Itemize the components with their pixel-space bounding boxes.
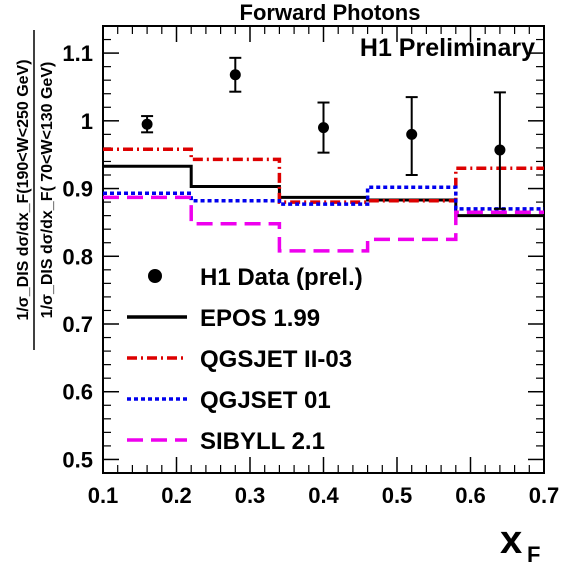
series-layer	[103, 147, 544, 253]
series-qgjset-01	[103, 185, 544, 211]
x-axis-label: x F	[500, 518, 540, 567]
y-axis-label: 1/σ_DIS dσ/dx_F(190<W<250 GeV) 1/σ_DIS d…	[15, 30, 56, 350]
h1-preliminary-label: H1 Preliminary	[360, 34, 535, 62]
y-tick-label: 0.5	[62, 447, 93, 472]
data-point	[141, 118, 153, 130]
y-tick-label: 0.7	[62, 312, 93, 337]
y-tick-label: 0.6	[62, 380, 93, 405]
y-tick-label: 0.8	[62, 244, 93, 269]
x-tick-label: 0.1	[88, 483, 119, 508]
legend-label: QGJSET 01	[200, 387, 331, 414]
data-point	[318, 122, 329, 134]
data-point	[494, 144, 506, 156]
legend-label: EPOS 1.99	[200, 305, 320, 332]
x-tick-label: 0.2	[161, 483, 192, 508]
data-point	[229, 69, 241, 81]
x-tick-label: 0.5	[382, 483, 413, 508]
legend: H1 Data (prel.) EPOS 1.99 QGSJET II-03 QGJS…	[127, 264, 363, 455]
y-tick-label: 1.1	[62, 41, 93, 66]
x-tick-label: 0.3	[235, 483, 266, 508]
x-tick-label: 0.4	[308, 483, 339, 508]
series-qgsjet-ii-03	[103, 147, 544, 204]
x-axis-label-main: x	[500, 518, 522, 562]
legend-label: QGSJET II-03	[200, 346, 352, 373]
series-epos-1-99	[103, 164, 544, 218]
x-axis-ticks: 0.1 0.2 0.3 0.4 0.5 0.6 0.7	[88, 26, 560, 508]
y-axis-label-numerator: 1/σ_DIS dσ/dx_F(190<W<250 GeV)	[15, 59, 32, 320]
chart-title: Forward Photons	[240, 0, 421, 25]
y-tick-label: 1	[81, 109, 93, 134]
data-point	[406, 128, 418, 140]
legend-label: SIBYLL 2.1	[200, 428, 325, 455]
y-axis-ticks: 0.5 0.6 0.7 0.8 0.9 1 1.1	[62, 25, 544, 474]
y-tick-label: 0.9	[62, 177, 93, 202]
data-points	[141, 56, 506, 210]
y-axis-label-denominator: 1/σ_DIS dσ/dx_F( 70<W<130 GeV)	[39, 62, 56, 319]
x-tick-label: 0.7	[529, 483, 560, 508]
series-sibyll-2-1	[103, 195, 544, 253]
legend-label: H1 Data (prel.)	[200, 264, 363, 291]
legend-marker-data	[148, 269, 162, 283]
x-tick-label: 0.6	[455, 483, 486, 508]
x-axis-label-sub: F	[527, 542, 540, 567]
